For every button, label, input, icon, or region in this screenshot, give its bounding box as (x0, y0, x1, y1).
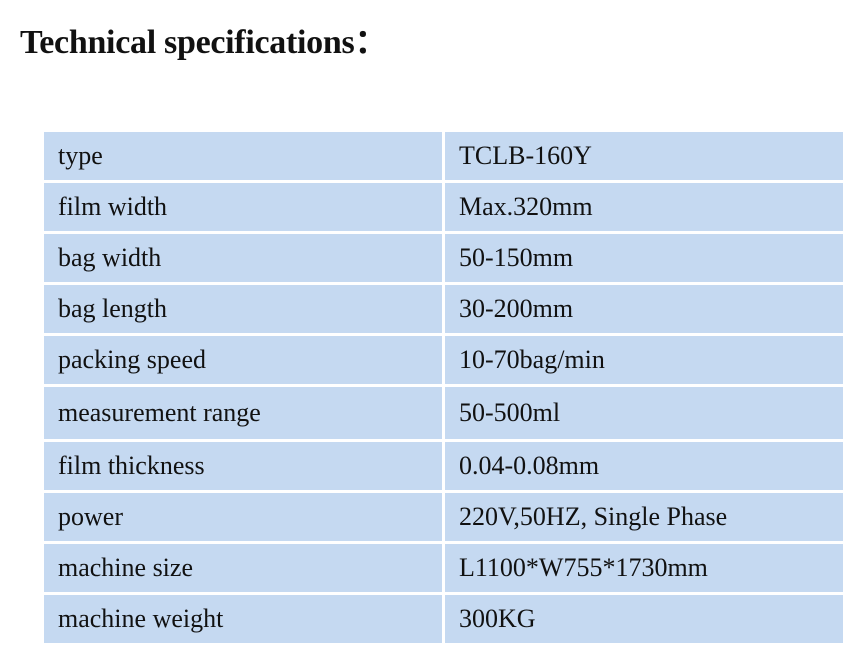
page-title: Technical specifications： (20, 24, 389, 61)
spec-value: 0.04-0.08mm (445, 442, 843, 490)
spec-row: power 220V,50HZ, Single Phase (44, 493, 843, 541)
spec-name: bag length (44, 285, 442, 333)
spec-row: machine size L1100*W755*1730mm (44, 544, 843, 592)
spec-name: packing speed (44, 336, 442, 384)
spec-value: 10-70bag/min (445, 336, 843, 384)
spec-value: TCLB-160Y (445, 132, 843, 180)
spec-value: 220V,50HZ, Single Phase (445, 493, 843, 541)
spec-name: machine size (44, 544, 442, 592)
spec-row: type TCLB-160Y (44, 132, 843, 180)
spec-row: film width Max.320mm (44, 183, 843, 231)
spec-row: bag length 30-200mm (44, 285, 843, 333)
spec-name: bag width (44, 234, 442, 282)
spec-table-body: type TCLB-160Y film width Max.320mm bag widt… (44, 132, 843, 643)
spec-name: film thickness (44, 442, 442, 490)
spec-value: L1100*W755*1730mm (445, 544, 843, 592)
spec-value: 50-500ml (445, 387, 843, 439)
spec-row: measurement range 50-500ml (44, 387, 843, 439)
spec-name: machine weight (44, 595, 442, 643)
spec-name: measurement range (44, 387, 442, 439)
spec-value: Max.320mm (445, 183, 843, 231)
spec-value: 30-200mm (445, 285, 843, 333)
spec-table: type TCLB-160Y film width Max.320mm bag widt… (41, 129, 846, 646)
spec-row: bag width 50-150mm (44, 234, 843, 282)
spec-row: machine weight 300KG (44, 595, 843, 643)
spec-name: film width (44, 183, 442, 231)
spec-value: 50-150mm (445, 234, 843, 282)
spec-name: power (44, 493, 442, 541)
spec-value: 300KG (445, 595, 843, 643)
spec-row: packing speed 10-70bag/min (44, 336, 843, 384)
spec-name: type (44, 132, 442, 180)
spec-row: film thickness 0.04-0.08mm (44, 442, 843, 490)
